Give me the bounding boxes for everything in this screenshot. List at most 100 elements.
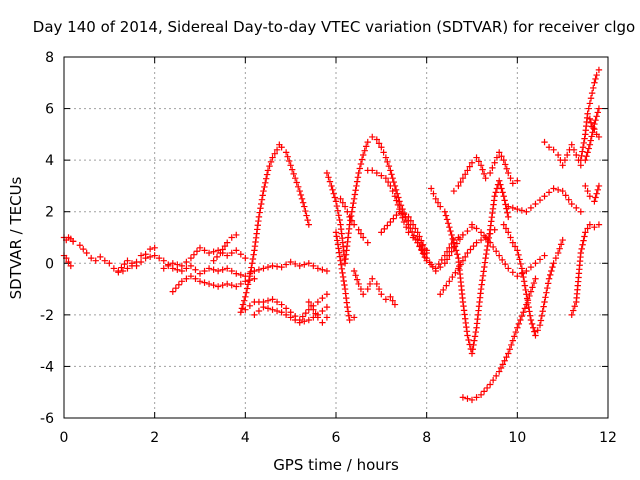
- data-point: [409, 221, 417, 228]
- data-point: [509, 204, 516, 212]
- data-point: [190, 251, 198, 258]
- data-point: [539, 308, 546, 315]
- data-point: [341, 281, 348, 289]
- data-point: [452, 247, 460, 254]
- data-point: [390, 215, 397, 222]
- data-point: [595, 105, 603, 112]
- data-point: [290, 170, 297, 178]
- data-point: [350, 221, 358, 228]
- data-point: [269, 296, 276, 303]
- data-point: [527, 288, 535, 295]
- series-track-27: [541, 105, 603, 169]
- data-point: [496, 368, 503, 375]
- data-point: [571, 303, 578, 310]
- data-point: [459, 257, 467, 264]
- data-point: [337, 261, 345, 268]
- data-point: [332, 198, 340, 205]
- data-point: [260, 187, 267, 195]
- series-track-25: [500, 221, 566, 339]
- data-point: [369, 275, 376, 282]
- data-point: [584, 110, 591, 117]
- data-point: [339, 199, 346, 206]
- data-point: [418, 247, 426, 254]
- data-point: [292, 174, 299, 182]
- data-point: [497, 181, 504, 188]
- data-point: [356, 165, 363, 172]
- data-point: [538, 312, 546, 320]
- data-point: [520, 309, 527, 316]
- data-point: [287, 258, 294, 266]
- data-point: [314, 298, 322, 306]
- data-point: [508, 341, 515, 349]
- data-point: [384, 158, 391, 166]
- data-point: [449, 273, 456, 281]
- data-point: [454, 251, 461, 258]
- data-point: [378, 144, 385, 151]
- data-point: [511, 243, 519, 250]
- data-point: [435, 260, 442, 268]
- data-point: [237, 309, 244, 316]
- data-point: [577, 156, 584, 164]
- data-point: [441, 260, 448, 267]
- data-point: [183, 275, 190, 282]
- data-point: [178, 262, 186, 270]
- data-point: [364, 239, 371, 246]
- data-point: [486, 169, 494, 177]
- data-point: [450, 187, 458, 195]
- data-point: [128, 260, 136, 267]
- data-point: [263, 171, 271, 178]
- data-point: [416, 233, 423, 240]
- data-point: [577, 208, 584, 215]
- data-point: [118, 264, 125, 271]
- data-point: [500, 221, 507, 228]
- data-point: [336, 253, 344, 260]
- data-point: [246, 302, 254, 310]
- data-point: [559, 162, 566, 169]
- data-point: [378, 172, 385, 179]
- x-tick-label: 0: [60, 430, 69, 446]
- data-point: [282, 305, 290, 312]
- data-point: [219, 282, 226, 289]
- data-point: [446, 223, 453, 231]
- data-point: [354, 174, 362, 181]
- data-point: [443, 282, 450, 289]
- data-point: [267, 158, 275, 166]
- data-point: [196, 278, 204, 285]
- data-point: [310, 262, 317, 270]
- data-point: [347, 212, 355, 220]
- data-point: [373, 136, 380, 143]
- data-point: [500, 156, 507, 164]
- data-point: [292, 316, 299, 324]
- data-point: [525, 303, 532, 311]
- data-point: [251, 311, 258, 319]
- data-point: [192, 266, 199, 273]
- data-point: [389, 174, 396, 182]
- data-point: [416, 243, 424, 250]
- data-point: [205, 265, 213, 272]
- data-point: [511, 333, 518, 340]
- y-tick-label: 4: [45, 153, 54, 169]
- data-point: [169, 288, 176, 295]
- data-point: [282, 261, 290, 268]
- data-point: [187, 254, 195, 262]
- series-track-6: [169, 272, 258, 295]
- data-point: [471, 337, 478, 344]
- data-point: [331, 194, 339, 201]
- data-point: [587, 95, 595, 102]
- data-point: [352, 187, 359, 194]
- data-point: [492, 189, 499, 196]
- series-track-30: [582, 182, 603, 205]
- x-tick-label: 4: [241, 430, 250, 446]
- data-point: [172, 285, 180, 292]
- data-point: [437, 203, 444, 210]
- data-point: [524, 299, 532, 307]
- data-point: [205, 249, 213, 257]
- data-point: [579, 148, 586, 155]
- data-point: [174, 261, 181, 268]
- data-point: [278, 263, 285, 271]
- data-point: [307, 302, 315, 310]
- data-point: [441, 208, 448, 215]
- data-point: [532, 200, 539, 208]
- data-point: [497, 364, 505, 372]
- data-point: [568, 311, 575, 319]
